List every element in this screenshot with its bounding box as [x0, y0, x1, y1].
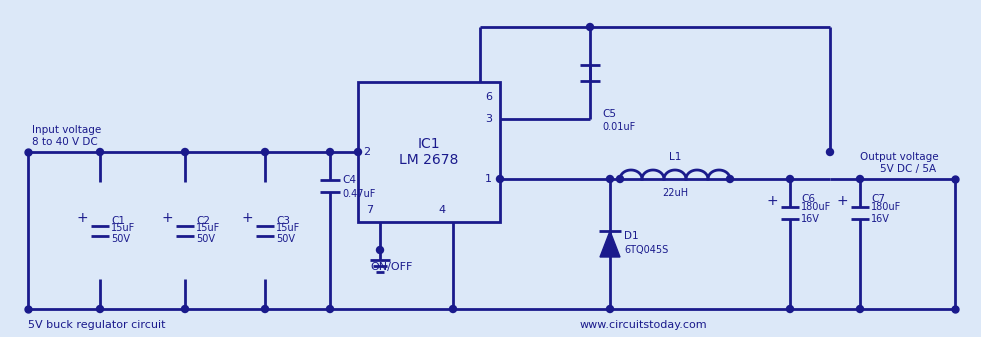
Text: +: +: [77, 212, 88, 225]
Circle shape: [377, 246, 384, 253]
Circle shape: [827, 149, 834, 155]
Text: C3: C3: [276, 215, 290, 225]
Circle shape: [496, 176, 503, 183]
Circle shape: [606, 306, 613, 312]
Text: 15uF
50V: 15uF 50V: [196, 223, 221, 244]
Circle shape: [587, 24, 594, 31]
Bar: [358, 82, 500, 222]
Text: 8 to 40 V DC: 8 to 40 V DC: [32, 137, 98, 147]
Text: 7: 7: [366, 205, 373, 215]
Text: L1: L1: [669, 152, 681, 162]
Circle shape: [96, 149, 104, 155]
Text: 0.47uF: 0.47uF: [342, 189, 376, 199]
Circle shape: [354, 149, 362, 155]
Text: 6: 6: [485, 92, 492, 102]
Circle shape: [96, 306, 104, 312]
Circle shape: [181, 149, 188, 155]
Text: ON/OFF: ON/OFF: [370, 262, 412, 272]
Text: +: +: [836, 194, 848, 208]
Text: 6TQ045S: 6TQ045S: [624, 245, 668, 255]
Circle shape: [449, 306, 456, 312]
Circle shape: [606, 176, 613, 183]
Text: 4: 4: [438, 205, 445, 215]
Text: Input voltage: Input voltage: [32, 125, 101, 135]
Circle shape: [181, 306, 188, 312]
Text: IC1
LM 2678: IC1 LM 2678: [399, 137, 459, 167]
Circle shape: [327, 149, 334, 155]
Text: C5: C5: [602, 109, 616, 119]
Text: 180uF
16V: 180uF 16V: [871, 202, 902, 224]
Circle shape: [856, 306, 863, 312]
Text: 15uF
50V: 15uF 50V: [276, 223, 300, 244]
Text: C7: C7: [871, 194, 885, 204]
Circle shape: [616, 176, 624, 183]
Text: C4: C4: [342, 175, 356, 185]
Text: C2: C2: [196, 215, 210, 225]
Text: 180uF
16V: 180uF 16V: [801, 202, 831, 224]
Text: +: +: [161, 212, 173, 225]
Text: 22uH: 22uH: [662, 188, 688, 198]
Text: C1: C1: [111, 215, 125, 225]
Text: 3: 3: [485, 114, 492, 124]
Text: +: +: [241, 212, 253, 225]
Circle shape: [787, 306, 794, 312]
Text: 0.01uF: 0.01uF: [602, 122, 636, 132]
Circle shape: [787, 176, 794, 183]
Text: Output voltage: Output voltage: [860, 152, 939, 162]
Text: +: +: [766, 194, 778, 208]
Text: D1: D1: [624, 231, 639, 241]
Circle shape: [327, 306, 334, 312]
Text: www.circuitstoday.com: www.circuitstoday.com: [580, 320, 707, 330]
Circle shape: [727, 176, 734, 183]
Text: C6: C6: [801, 194, 815, 204]
Circle shape: [856, 176, 863, 183]
Text: 1: 1: [485, 174, 492, 184]
Circle shape: [262, 306, 269, 312]
Text: 5V DC / 5A: 5V DC / 5A: [880, 164, 936, 174]
Text: 2: 2: [363, 147, 370, 157]
Circle shape: [262, 149, 269, 155]
Text: 5V buck regulator circuit: 5V buck regulator circuit: [28, 320, 166, 330]
Polygon shape: [600, 231, 620, 257]
Text: 15uF
50V: 15uF 50V: [111, 223, 135, 244]
